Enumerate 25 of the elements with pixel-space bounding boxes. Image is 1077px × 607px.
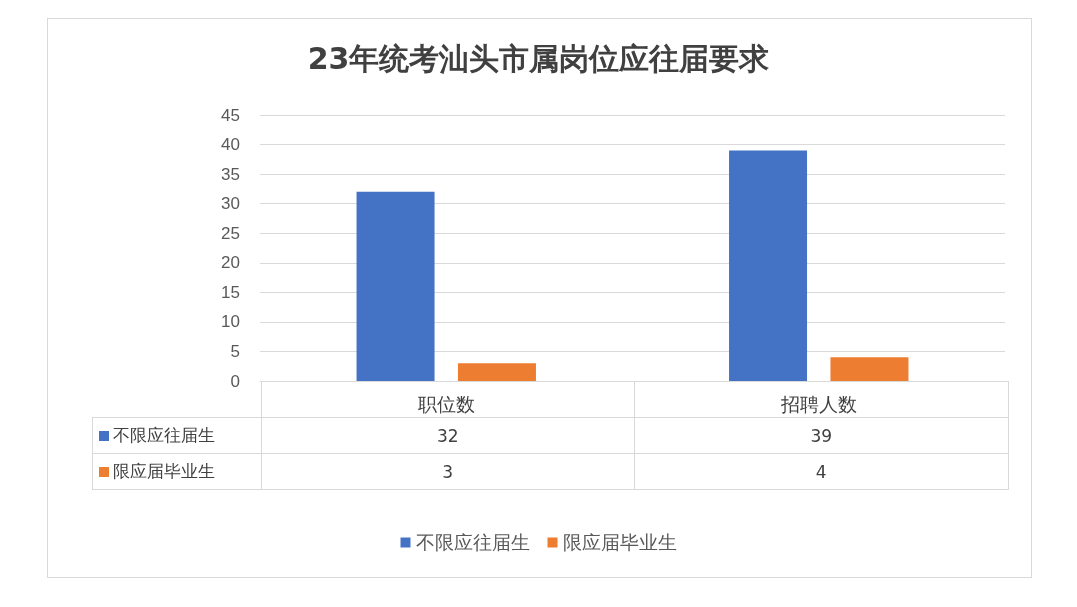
text: 不限应往届生 <box>415 532 530 553</box>
y-tick-label: 45 <box>221 105 240 125</box>
legend-label: 不限应往届生 <box>92 417 261 454</box>
y-tick-label: 30 <box>221 194 240 214</box>
text: 限应届毕业生 <box>113 461 215 481</box>
data-label: 32 <box>261 417 635 454</box>
bar <box>356 191 435 381</box>
data-label: 3 <box>261 453 635 490</box>
y-tick-label: 0 <box>230 371 240 391</box>
y-tick-label: 10 <box>221 312 240 332</box>
data-label: 4 <box>634 453 1008 490</box>
y-tick-label: 20 <box>221 253 240 273</box>
legend-label: 限应届毕业生 <box>562 532 677 553</box>
x-tick-label: 职位数 <box>417 394 475 415</box>
data-label: 39 <box>634 417 1008 454</box>
bar <box>830 357 909 381</box>
y-tick-label: 5 <box>230 341 240 361</box>
chart-title: 23年统考汕头市属岗位应往届要求 <box>307 40 770 76</box>
bar <box>729 150 808 381</box>
y-tick-label: 15 <box>221 282 240 302</box>
x-tick-label: 招聘人数 <box>779 394 857 415</box>
y-tick-label: 25 <box>221 223 240 243</box>
bar <box>457 363 536 381</box>
y-tick-label: 40 <box>221 135 240 155</box>
y-tick-label: 35 <box>221 164 240 184</box>
